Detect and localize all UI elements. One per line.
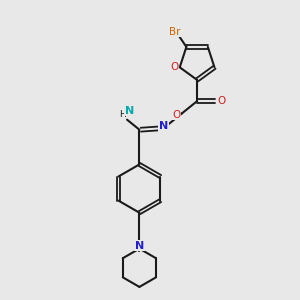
Text: O: O [172,110,181,120]
Text: N: N [159,122,168,131]
Text: Br: Br [169,27,181,37]
Text: N: N [125,106,134,116]
Text: O: O [170,62,178,72]
Text: N: N [135,241,144,251]
Text: O: O [217,96,225,106]
Text: H: H [119,110,126,119]
